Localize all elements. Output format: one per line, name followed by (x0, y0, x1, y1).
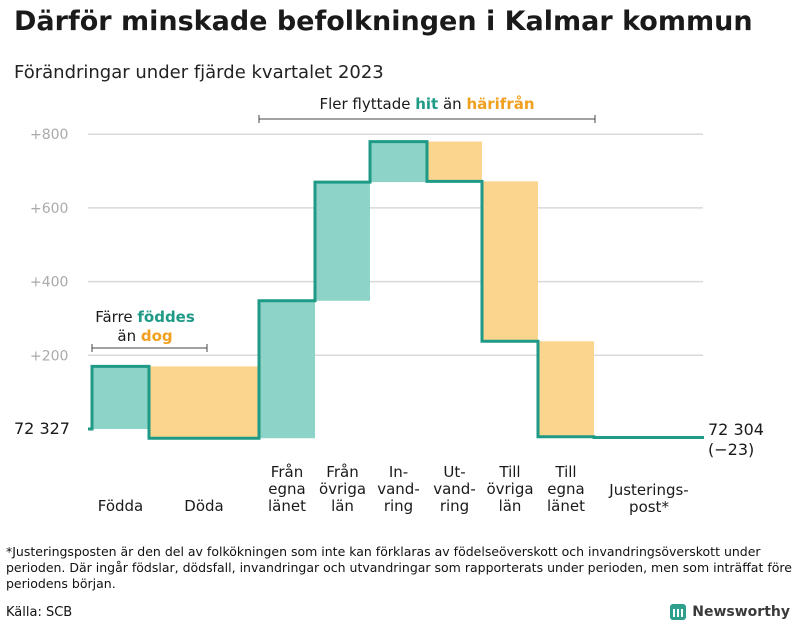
bar-4 (370, 141, 427, 183)
category-label: övriga (486, 480, 533, 498)
bar-7 (538, 341, 594, 437)
y-tick-label: +400 (30, 275, 68, 291)
births-annotation-line1: Färre föddes (95, 308, 195, 326)
bar-6 (482, 181, 538, 342)
category-label: vand- (377, 480, 420, 498)
category-label: ring (440, 497, 469, 515)
category-label: egna (547, 480, 584, 498)
brand-logo[interactable]: Newsworthy (670, 604, 790, 620)
category-label: Döda (184, 497, 223, 515)
category-label: länet (268, 497, 306, 515)
category-label: Födda (98, 497, 144, 515)
y-tick-label: +200 (30, 348, 68, 364)
brand-name: Newsworthy (692, 604, 790, 620)
births-annotation-line2: än dog (117, 327, 172, 345)
source-label: Källa: SCB (6, 605, 73, 620)
y-tick-label: +600 (30, 201, 68, 217)
bar-0 (92, 366, 149, 429)
category-label: övriga (319, 480, 366, 498)
migration-annotation: Fler flyttade hit än härifrån (319, 95, 534, 113)
category-label: post* (629, 498, 669, 516)
bar-5 (427, 141, 482, 182)
category-label: Justerings- (608, 481, 688, 499)
category-label: Ut- (443, 463, 465, 481)
chart-subtitle: Förändringar under fjärde kvartalet 2023 (14, 62, 384, 83)
category-label: län (499, 497, 522, 515)
bar-3 (315, 182, 370, 301)
category-label: län (331, 497, 354, 515)
category-label: Från (271, 463, 303, 481)
category-label: Till (498, 463, 520, 481)
y-tick-label: +800 (30, 127, 68, 143)
start-value-label: 72 327 (14, 419, 70, 438)
category-label: ring (384, 497, 413, 515)
end-value-label: 72 304 (708, 420, 764, 439)
footnote: *Justeringsposten är den del av folkökni… (6, 544, 792, 591)
bar-1 (149, 366, 259, 439)
category-label: Till (554, 463, 576, 481)
bar-chart-icon (670, 604, 687, 620)
chart-title: Därför minskade befolkningen i Kalmar ko… (14, 6, 753, 37)
category-label: egna (268, 480, 305, 498)
waterfall-step-line (88, 140, 704, 440)
category-label: In- (389, 463, 408, 481)
category-label: vand- (433, 480, 476, 498)
category-label: länet (547, 497, 585, 515)
bar-2 (259, 300, 315, 439)
category-label: Från (326, 463, 358, 481)
net-change-label: (−23) (708, 440, 754, 459)
